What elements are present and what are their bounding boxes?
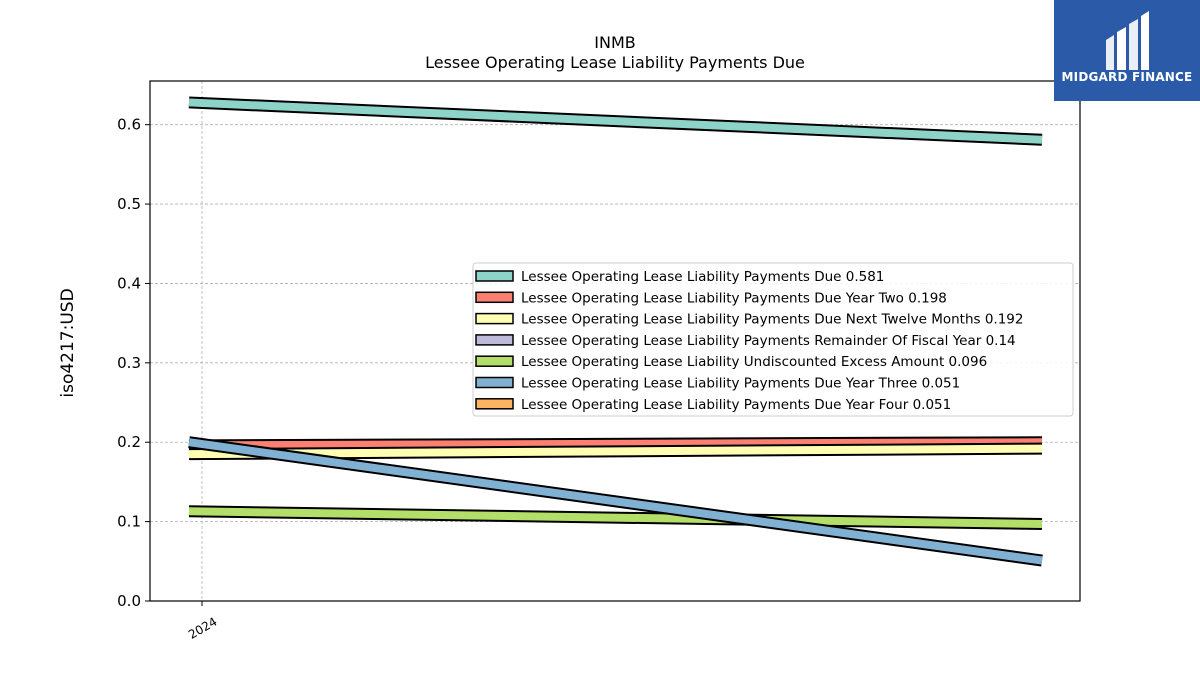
- legend-swatch: [475, 312, 514, 325]
- series-lines: [188, 96, 1043, 567]
- legend-swatch: [475, 376, 514, 389]
- y-tick-label: 0.5: [117, 195, 141, 213]
- legend-entry: Lessee Operating Lease Liability Payment…: [521, 312, 1023, 328]
- series-line: [188, 438, 1043, 450]
- y-axis-label: iso4217:USD: [58, 288, 78, 397]
- series-line: [188, 444, 1043, 459]
- chart-title: INMB: [594, 33, 635, 52]
- legend-swatch: [475, 291, 514, 304]
- brand-name: MIDGARD FINANCE: [1061, 70, 1193, 84]
- plot-area-frame: [149, 80, 1081, 602]
- y-tick-label: 0.2: [117, 433, 141, 451]
- y-tick-label: 0.4: [117, 274, 141, 292]
- brand-logo-mark: [1106, 11, 1149, 70]
- y-tick-label: 0.1: [117, 513, 141, 531]
- legend-entry: Lessee Operating Lease Liability Payment…: [521, 376, 960, 392]
- x-tick-label: 2024: [186, 614, 219, 641]
- series-line: [188, 98, 1043, 144]
- legend-box: [472, 262, 1074, 417]
- legend-entry: Lessee Operating Lease Liability Undisco…: [521, 354, 987, 370]
- legend-entry: Lessee Operating Lease Liability Payment…: [521, 333, 1016, 349]
- legend-entry: Lessee Operating Lease Liability Payment…: [521, 290, 947, 306]
- y-axis-ticks: 0.0 0.1 0.2 0.3 0.4 0.5 0.6: [117, 116, 150, 610]
- series-line: [188, 507, 1043, 528]
- brand-logo: MIDGARD FINANCE: [1054, 0, 1200, 101]
- series-line: [188, 438, 1043, 565]
- y-tick-label: 0.3: [117, 354, 141, 372]
- y-tick-label: 0.0: [117, 592, 141, 610]
- legend-swatch: [475, 334, 514, 346]
- x-axis-ticks: 2024: [186, 601, 220, 642]
- legend-entry: Lessee Operating Lease Liability Payment…: [521, 397, 951, 413]
- legend-swatch: [475, 355, 514, 367]
- legend-swatch: [475, 270, 514, 282]
- chart-subtitle: Lessee Operating Lease Liability Payment…: [425, 53, 805, 72]
- y-tick-label: 0.6: [117, 116, 141, 134]
- legend-swatch: [475, 398, 514, 410]
- legend: Lessee Operating Lease Liability Payment…: [472, 262, 1074, 417]
- legend-entry: Lessee Operating Lease Liability Payment…: [521, 269, 884, 285]
